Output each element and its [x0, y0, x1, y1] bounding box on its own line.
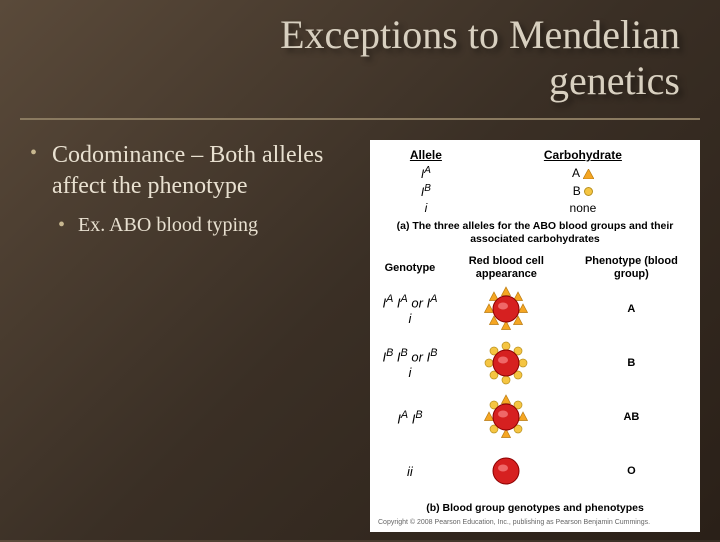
- bullet-level-2: • Ex. ABO blood typing: [58, 212, 360, 238]
- genotype-row: IA IA or IA i A: [378, 282, 692, 336]
- bullet-dot-icon: •: [58, 212, 78, 238]
- rbc-cell: [442, 336, 571, 390]
- col-header-carbohydrate: Carbohydrate: [474, 146, 692, 164]
- panel-b-caption: (b) Blood group genotypes and phenotypes: [378, 502, 692, 515]
- col-header-rbc: Red blood cell appearance: [442, 253, 571, 282]
- phenotype-cell: AB: [571, 390, 692, 444]
- bullet-main-text: Codominance – Both alleles affect the ph…: [52, 140, 360, 202]
- genotype-cell: IB IB or IB i: [378, 336, 442, 390]
- phenotype-cell: A: [571, 282, 692, 336]
- rbc-cell: [442, 444, 571, 498]
- slide-title: Exceptions to Mendelian genetics: [40, 12, 680, 104]
- phenotype-cell: B: [571, 336, 692, 390]
- col-header-allele: Allele: [378, 146, 474, 164]
- panel-b-genotype-table: Genotype Red blood cell appearance Pheno…: [378, 253, 692, 526]
- genotype-row: IB IB or IB i B: [378, 336, 692, 390]
- circle-icon: [584, 187, 593, 196]
- genotype-cell: ii: [378, 444, 442, 498]
- rbc-cell: [442, 282, 571, 336]
- genotype-row: IA IB AB: [378, 390, 692, 444]
- rbc-icon: [483, 394, 529, 440]
- bullet-dot-icon: •: [30, 140, 52, 202]
- rbc-icon: [483, 340, 529, 386]
- col-header-genotype: Genotype: [378, 253, 442, 282]
- bullet-level-1: • Codominance – Both alleles affect the …: [30, 140, 360, 202]
- allele-row: IAA: [378, 164, 692, 182]
- title-line-2: genetics: [549, 58, 680, 103]
- genotype-table: Genotype Red blood cell appearance Pheno…: [378, 253, 692, 498]
- allele-row: inone: [378, 200, 692, 216]
- carbohydrate-cell: none: [474, 200, 692, 216]
- rbc-icon: [483, 448, 529, 494]
- bullet-sub-text: Ex. ABO blood typing: [78, 212, 258, 238]
- content-area: • Codominance – Both alleles affect the …: [0, 120, 720, 542]
- col-header-phenotype: Phenotype (blood group): [571, 253, 692, 282]
- allele-row: IBB: [378, 182, 692, 200]
- carbohydrate-cell: A: [474, 164, 692, 182]
- text-column: • Codominance – Both alleles affect the …: [30, 140, 370, 532]
- genotype-cell: IA IB: [378, 390, 442, 444]
- genotype-cell: IA IA or IA i: [378, 282, 442, 336]
- panel-a-caption: (a) The three alleles for the ABO blood …: [378, 220, 692, 245]
- allele-cell: i: [378, 200, 474, 216]
- allele-table: Allele Carbohydrate IAA IBB inone: [378, 146, 692, 216]
- title-line-1: Exceptions to Mendelian: [280, 12, 680, 57]
- genotype-row: ii O: [378, 444, 692, 498]
- phenotype-cell: O: [571, 444, 692, 498]
- panel-a-allele-table: Allele Carbohydrate IAA IBB inone (a) Th…: [378, 146, 692, 245]
- copyright-text: Copyright © 2008 Pearson Education, Inc.…: [378, 519, 692, 526]
- triangle-icon: [583, 169, 594, 179]
- allele-cell: IB: [378, 182, 474, 200]
- rbc-icon: [483, 286, 529, 332]
- rbc-cell: [442, 390, 571, 444]
- slide-title-block: Exceptions to Mendelian genetics: [0, 0, 720, 112]
- carbohydrate-cell: B: [474, 182, 692, 200]
- figure-panel: Allele Carbohydrate IAA IBB inone (a) Th…: [370, 140, 700, 532]
- allele-cell: IA: [378, 164, 474, 182]
